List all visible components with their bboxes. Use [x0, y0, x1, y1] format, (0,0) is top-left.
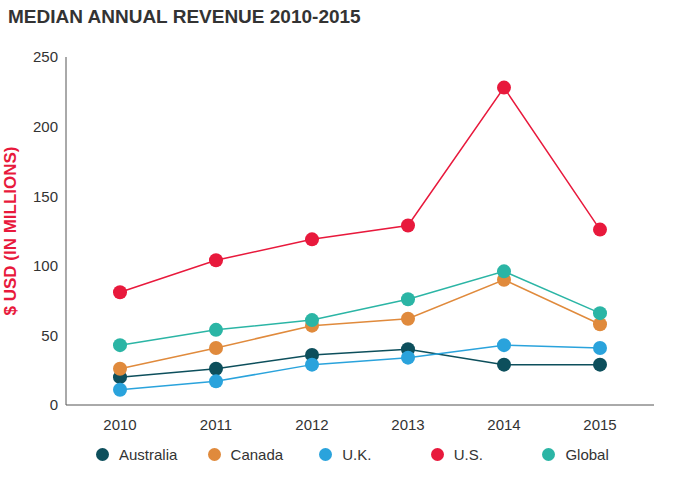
svg-text:50: 50 [41, 327, 58, 344]
svg-text:$ USD (IN MILLIONS): $ USD (IN MILLIONS) [8, 146, 20, 315]
html-text:Australia: Australia [119, 445, 178, 463]
svg-text:250: 250 [33, 48, 58, 65]
html-text:U.S.: U.S. [453, 445, 483, 463]
svg-text:0: 0 [50, 396, 58, 413]
html-text:U.K.: U.K. [342, 445, 372, 463]
svg-text:2013: 2013 [391, 416, 424, 433]
html-text:MEDIAN ANNUAL REVENUE 2010-201: MEDIAN ANNUAL REVENUE 2010-2015 [8, 6, 361, 27]
html-text:Canada: Canada [230, 445, 284, 463]
svg-text:200: 200 [33, 118, 58, 135]
svg-text:2014: 2014 [487, 416, 520, 433]
svg-text:2011: 2011 [200, 416, 232, 433]
svg-text:2015: 2015 [583, 416, 616, 433]
svg-text:100: 100 [33, 257, 58, 274]
html-text:Global: Global [565, 445, 609, 463]
svg-text:2010: 2010 [103, 416, 136, 433]
svg-text:2012: 2012 [295, 416, 328, 433]
svg-text:150: 150 [33, 188, 58, 205]
